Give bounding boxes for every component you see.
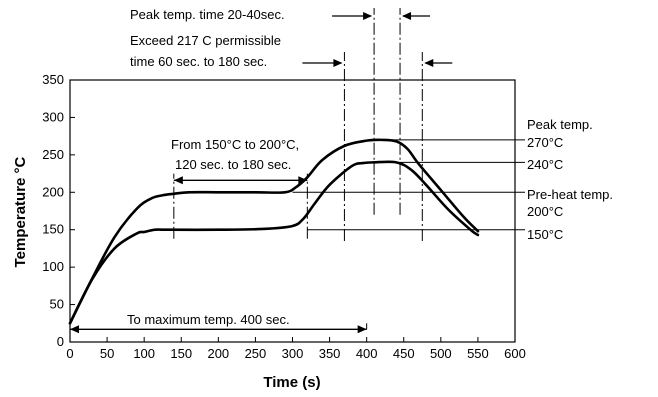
annotation-exceed-line2: time 60 sec. to 180 sec. — [130, 54, 267, 69]
x-tick-label: 250 — [245, 346, 267, 361]
annotation-preheat-line2: 120 sec. to 180 sec. — [175, 157, 291, 172]
exceed-arrow-left-head — [333, 59, 343, 67]
series-upper-profile — [68, 138, 480, 325]
x-tick-label: 450 — [393, 346, 415, 361]
x-tick-label: 500 — [430, 346, 452, 361]
x-tick-label: 200 — [207, 346, 229, 361]
right-label-200: 200°C — [527, 204, 563, 219]
y-tick-label: 100 — [42, 259, 64, 274]
x-tick-label: 550 — [467, 346, 489, 361]
reference-lines — [70, 8, 525, 334]
tomax-arrow-left — [70, 325, 79, 334]
peak-arrow-right-head — [402, 12, 412, 20]
x-tick-label: 50 — [100, 346, 114, 361]
x-tick-label: 400 — [356, 346, 378, 361]
x-tick-label: 350 — [319, 346, 341, 361]
y-tick-label: 150 — [42, 222, 64, 237]
y-tick-label: 250 — [42, 147, 64, 162]
x-tick-label: 100 — [133, 346, 155, 361]
right-label-peak: Peak temp. — [527, 117, 593, 132]
right-label-preheat: Pre-heat temp. — [527, 187, 613, 202]
preheat-arrow-left — [173, 176, 183, 185]
x-tick-label: 150 — [170, 346, 192, 361]
peak-arrow-left-head — [363, 12, 373, 20]
exceed-arrow-right-head — [424, 59, 434, 67]
y-tick-label: 200 — [42, 184, 64, 199]
y-tick-label: 50 — [50, 297, 64, 312]
y-tick-label: 350 — [42, 72, 64, 87]
y-tick-label: 300 — [42, 109, 64, 124]
right-label-150: 150°C — [527, 227, 563, 242]
x-tick-label: 600 — [504, 346, 526, 361]
tomax-arrow-right — [357, 325, 367, 334]
y-tick-label: 0 — [57, 334, 64, 349]
curves — [68, 138, 480, 325]
annotation-preheat-line1: From 150°C to 200°C, — [171, 137, 299, 152]
annotation-peak-time: Peak temp. time 20-40sec. — [130, 7, 285, 22]
annotation-to-max: To maximum temp. 400 sec. — [127, 312, 290, 327]
x-tick-label: 300 — [282, 346, 304, 361]
series-lower-profile — [68, 160, 480, 325]
right-label-240: 240°C — [527, 157, 563, 172]
x-axis-title: Time (s) — [263, 374, 320, 391]
x-tick-label: 0 — [66, 346, 73, 361]
axes: 0 50 100 150 200 250 300 350 400 450 500 550 600 0 50 1… — [42, 72, 526, 361]
y-axis-title: Temperature °C — [12, 156, 29, 267]
right-label-270: 270°C — [527, 135, 563, 150]
annotation-exceed-line1: Exceed 217 C permissible — [130, 33, 281, 48]
